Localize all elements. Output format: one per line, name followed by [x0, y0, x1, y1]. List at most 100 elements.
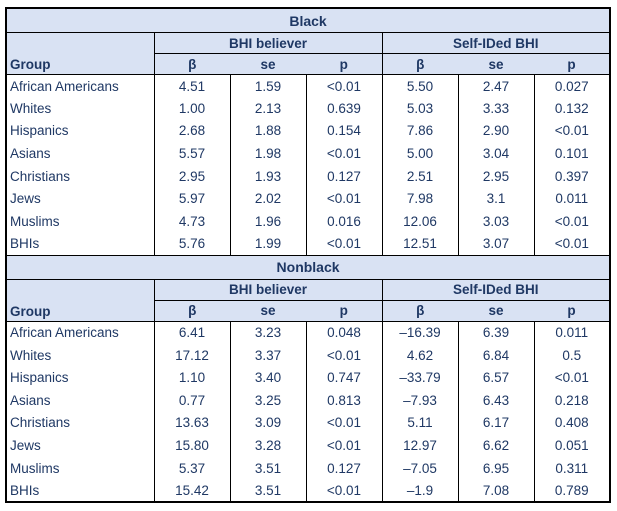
self-se-cell: 6.84 [457, 343, 534, 367]
believer-p-cell: <0.01 [305, 411, 382, 435]
believer-se-cell: 3.23 [229, 321, 306, 344]
believer-p-cell: 0.127 [305, 456, 382, 480]
bhi-believer-header: BHI believer [154, 279, 382, 301]
self-beta-cell: 7.98 [381, 187, 458, 211]
bhi-believer-header: BHI believer [154, 32, 382, 54]
group-name-cell: Muslims [6, 210, 154, 233]
believer-se-cell: 3.51 [229, 456, 306, 480]
table-row: Muslims 4.73 1.96 0.016 12.06 3.03 <0.01 [6, 210, 611, 233]
believer-p-cell: <0.01 [305, 74, 382, 98]
self-p-cell: 0.789 [533, 479, 611, 502]
self-beta-cell: 7.86 [381, 119, 458, 143]
self-se-cell: 6.57 [457, 366, 534, 390]
group-column-header: Group [6, 279, 155, 322]
self-beta-cell: –16.39 [381, 321, 458, 344]
believer-beta-cell: 4.51 [153, 74, 230, 98]
group-name-cell: African Americans [6, 321, 154, 344]
group-name-cell: African Americans [6, 74, 154, 98]
group-name-cell: Christians [6, 411, 154, 435]
self-beta-cell: 4.62 [381, 343, 458, 367]
believer-p-cell: 0.639 [305, 97, 382, 120]
group-name-cell: Asians [6, 142, 154, 165]
self-p-cell: <0.01 [533, 232, 611, 256]
believer-beta-cell: 15.42 [153, 479, 230, 502]
self-p-header: p [534, 53, 611, 75]
believer-se-cell: 3.28 [229, 434, 306, 457]
table-row: African Americans 6.41 3.23 0.048 –16.39… [6, 321, 611, 344]
group-name-cell: BHIs [6, 479, 154, 502]
table-row: Asians 0.77 3.25 0.813 –7.93 6.43 0.218 [6, 389, 611, 412]
self-se-cell: 2.47 [457, 74, 534, 98]
self-se-header: se [458, 53, 534, 75]
section-title: Nonblack [6, 254, 611, 280]
believer-se-cell: 3.51 [229, 479, 306, 502]
column-group-header-row: Group BHI believer Self-IDed BHI [6, 32, 611, 75]
self-p-cell: 0.027 [533, 74, 611, 98]
self-p-cell: 0.408 [533, 411, 611, 435]
group-name-cell: Christians [6, 164, 154, 188]
table-row: Hispanics 1.10 3.40 0.747 –33.79 6.57 <0… [6, 366, 611, 390]
self-p-cell: 0.011 [533, 321, 611, 344]
believer-beta-cell: 0.77 [153, 389, 230, 412]
believer-se-cell: 3.09 [229, 411, 306, 435]
table-row: Whites 17.12 3.37 <0.01 4.62 6.84 0.5 [6, 343, 611, 367]
believer-p-cell: <0.01 [305, 479, 382, 502]
believer-beta-cell: 17.12 [153, 343, 230, 367]
believer-se-header: se [230, 300, 306, 322]
self-se-cell: 3.33 [457, 97, 534, 120]
self-beta-cell: –7.05 [381, 456, 458, 480]
believer-beta-cell: 5.97 [153, 187, 230, 211]
believer-se-cell: 2.02 [229, 187, 306, 211]
believer-beta-header: β [154, 300, 230, 322]
self-se-cell: 3.07 [457, 232, 534, 256]
believer-se-cell: 3.40 [229, 366, 306, 390]
group-name-cell: Muslims [6, 456, 154, 480]
believer-se-cell: 3.25 [229, 389, 306, 412]
self-beta-cell: –7.93 [381, 389, 458, 412]
self-se-cell: 6.39 [457, 321, 534, 344]
believer-beta-cell: 13.63 [153, 411, 230, 435]
section-title-row: Nonblack [6, 254, 611, 280]
self-p-cell: 0.011 [533, 187, 611, 211]
believer-se-header: se [230, 53, 306, 75]
believer-p-cell: 0.747 [305, 366, 382, 390]
believer-se-cell: 1.59 [229, 74, 306, 98]
believer-p-cell: <0.01 [305, 232, 382, 256]
believer-beta-cell: 1.00 [153, 97, 230, 120]
believer-p-cell: 0.813 [305, 389, 382, 412]
self-p-cell: 0.397 [533, 164, 611, 188]
believer-beta-cell: 5.57 [153, 142, 230, 165]
table-row: BHIs 15.42 3.51 <0.01 –1.9 7.08 0.789 [6, 479, 611, 502]
group-name-cell: BHIs [6, 232, 154, 256]
believer-se-cell: 1.96 [229, 210, 306, 233]
group-name-cell: Hispanics [6, 366, 154, 390]
table-row: Christians 13.63 3.09 <0.01 5.11 6.17 0.… [6, 411, 611, 435]
self-beta-cell: 5.50 [381, 74, 458, 98]
stat-header-row: β se p β se p [6, 300, 611, 322]
self-se-cell: 3.1 [457, 187, 534, 211]
group-name-cell: Asians [6, 389, 154, 412]
believer-beta-cell: 6.41 [153, 321, 230, 344]
believer-se-cell: 2.13 [229, 97, 306, 120]
self-beta-cell: 5.00 [381, 142, 458, 165]
self-p-cell: 0.218 [533, 389, 611, 412]
believer-beta-cell: 1.10 [153, 366, 230, 390]
believer-p-cell: 0.154 [305, 119, 382, 143]
self-se-cell: 6.17 [457, 411, 534, 435]
self-beta-cell: –33.79 [381, 366, 458, 390]
regression-results-table: Black Group BHI believer Self-IDed BHI β… [5, 7, 612, 503]
self-se-header: se [458, 300, 534, 322]
believer-beta-cell: 15.80 [153, 434, 230, 457]
believer-se-cell: 1.93 [229, 164, 306, 188]
believer-p-cell: <0.01 [305, 187, 382, 211]
believer-se-cell: 1.88 [229, 119, 306, 143]
believer-p-cell: 0.048 [305, 321, 382, 344]
self-beta-cell: –1.9 [381, 479, 458, 502]
column-group-header-row: Group BHI believer Self-IDed BHI [6, 279, 611, 322]
table-row: Christians 2.95 1.93 0.127 2.51 2.95 0.3… [6, 164, 611, 188]
self-se-cell: 6.95 [457, 456, 534, 480]
believer-beta-cell: 5.76 [153, 232, 230, 256]
section-title-row: Black [6, 7, 611, 33]
self-se-cell: 3.03 [457, 210, 534, 233]
